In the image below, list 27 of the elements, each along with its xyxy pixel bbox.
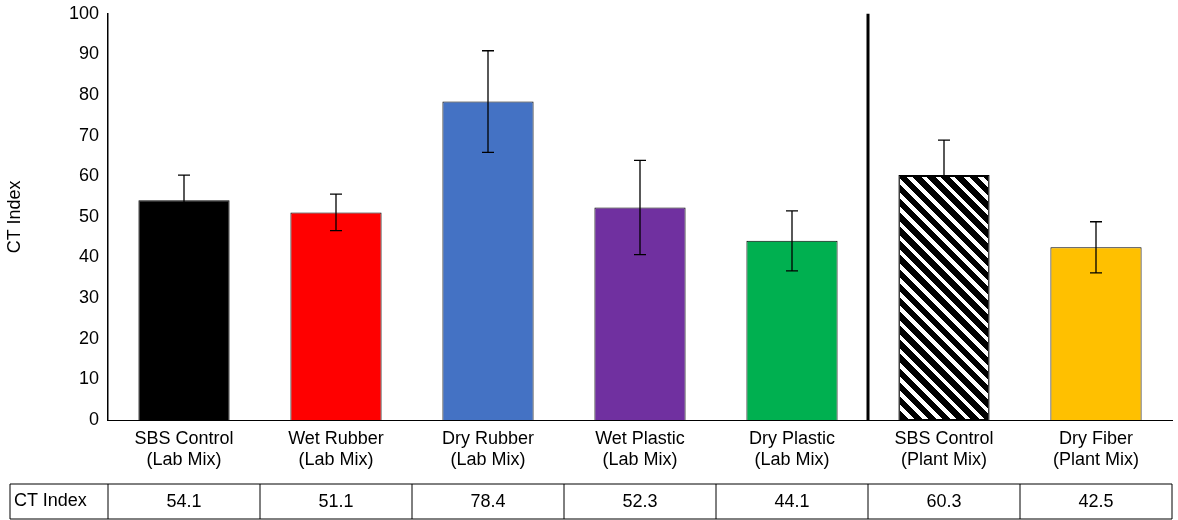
- x-tick-label: Dry Fiber (Plant Mix): [1052, 427, 1140, 470]
- y-tick-label: 0: [88, 408, 99, 429]
- x-tick-label: Dry Plastic (Lab Mix): [748, 427, 836, 470]
- y-tick-label: 70: [78, 124, 99, 145]
- data-label: 51.1: [318, 491, 354, 512]
- y-tick-label: 90: [78, 43, 99, 64]
- x-tick-label: Wet Rubber (Lab Mix): [288, 427, 384, 470]
- data-label: 52.3: [622, 491, 658, 512]
- y-tick-label: 40: [78, 246, 99, 267]
- y-tick-label: 50: [78, 205, 99, 226]
- data-label: 54.1: [166, 491, 202, 512]
- data-label: 78.4: [470, 491, 506, 512]
- x-tick-label: SBS Control (Plant Mix): [894, 427, 994, 470]
- y-tick-label: 20: [78, 327, 99, 348]
- y-axis-title: CT Index: [3, 180, 24, 254]
- legend-label: CT Index: [14, 490, 87, 511]
- x-tick-label: Dry Rubber (Lab Mix): [441, 427, 535, 470]
- data-label: 44.1: [774, 491, 810, 512]
- y-tick-label: 100: [68, 2, 99, 23]
- data-label: 42.5: [1078, 491, 1114, 512]
- x-tick-label: Wet Plastic (Lab Mix): [595, 427, 685, 470]
- y-tick-label: 60: [78, 165, 99, 186]
- data-label: 60.3: [926, 491, 962, 512]
- y-tick-label: 10: [78, 368, 99, 389]
- y-tick-label: 30: [78, 287, 99, 308]
- x-tick-label: SBS Control (Lab Mix): [134, 427, 234, 470]
- y-tick-label: 80: [78, 84, 99, 105]
